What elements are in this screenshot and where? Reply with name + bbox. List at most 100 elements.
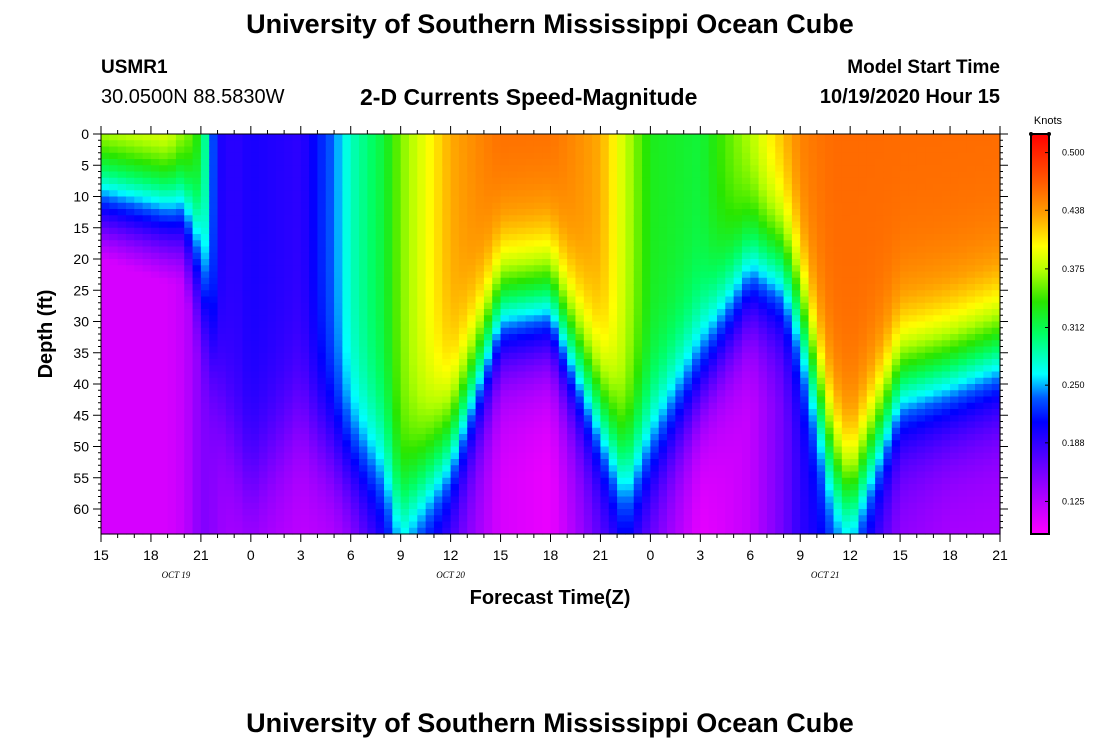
heatmap-cell [650,527,660,535]
heatmap-cell [209,234,219,241]
heatmap-cell [658,177,668,185]
heatmap-cell [533,440,543,448]
heatmap-cell [234,515,244,523]
heatmap-cell [125,202,135,210]
heatmap-cell [192,340,202,348]
heatmap-cell [375,490,385,498]
heatmap-cell [342,209,352,216]
heatmap-cell [533,159,543,166]
heatmap-cell [683,402,693,410]
heatmap-cell [408,359,418,366]
heatmap-cell [575,309,585,316]
heatmap-cell [583,271,593,279]
heatmap-cell [325,159,335,166]
heatmap-cell [741,346,751,354]
heatmap-cell [425,140,435,148]
heatmap-cell [425,177,435,185]
heatmap-cell [433,490,443,498]
heatmap-cell [458,465,468,473]
heatmap-cell [741,409,751,416]
heatmap-cell [275,502,285,510]
heatmap-cell [450,327,460,335]
heatmap-cell [375,515,385,523]
heatmap-cell [608,177,618,185]
heatmap-cell [625,334,635,341]
heatmap-cell [384,340,393,348]
heatmap-cell [200,240,210,248]
heatmap-cell [567,371,577,379]
heatmap-cell [142,371,152,379]
heatmap-cell [733,209,743,216]
heatmap-cell [716,409,726,416]
heatmap-cell [525,477,535,485]
heatmap-cell [259,177,269,185]
heatmap-cell [259,227,269,235]
heatmap-cell [359,215,368,223]
heatmap-cell [175,259,185,266]
heatmap-cell [101,446,110,454]
heatmap-cell [117,465,127,473]
heatmap-cell [525,234,535,241]
heatmap-cell [192,459,202,466]
heatmap-cell [542,509,552,516]
heatmap-cell [408,240,418,248]
heatmap-cell [525,390,535,398]
heatmap-cell [142,302,152,310]
heatmap-cell [250,484,260,491]
heatmap-cell [142,140,152,148]
heatmap-cell [225,346,235,354]
heatmap-cell [334,459,343,466]
heatmap-cell [675,146,685,154]
heatmap-cell [400,502,410,510]
heatmap-cell [708,471,718,479]
heatmap-cell [550,177,560,185]
heatmap-cell [334,221,343,229]
heatmap-cell [733,490,743,498]
heatmap-cell [708,365,718,373]
heatmap-cell [600,515,610,523]
heatmap-cell [192,465,202,473]
heatmap-cell [142,265,152,273]
heatmap-cell [592,365,602,373]
heatmap-cell [617,221,627,229]
heatmap-cell [583,440,593,448]
heatmap-cell [458,490,468,498]
heatmap-cell [642,402,651,410]
heatmap-cell [400,402,410,410]
heatmap-cell [109,390,119,398]
heatmap-cell [608,271,618,279]
heatmap-cell [483,134,493,141]
heatmap-cell [617,490,627,498]
heatmap-cell [167,221,177,229]
heatmap-cell [109,252,119,260]
heatmap-cell [125,134,135,141]
heatmap-cell [150,215,160,223]
heatmap-cell [625,327,635,335]
heatmap-cell [667,384,676,391]
heatmap-cell [517,246,527,254]
heatmap-cell [400,321,410,329]
heatmap-cell [292,352,302,360]
heatmap-cell [325,402,335,410]
heatmap-cell [284,221,294,229]
heatmap-cell [150,384,160,391]
heatmap-cell [442,134,452,141]
heatmap-cell [525,240,535,248]
heatmap-cell [225,471,235,479]
heatmap-cell [225,371,235,379]
heatmap-cell [592,459,602,466]
heatmap-cell [533,246,543,254]
heatmap-cell [533,421,543,429]
heatmap-cell [325,440,335,448]
heatmap-cell [408,290,418,298]
heatmap-cell [267,246,277,254]
heatmap-cell [392,321,402,329]
heatmap-cell [567,215,577,223]
heatmap-cell [359,340,368,348]
heatmap-cell [142,409,152,416]
heatmap-cell [617,327,627,335]
heatmap-cell [458,252,468,260]
heatmap-cell [300,171,310,179]
heatmap-cell [617,521,627,529]
heatmap-cell [192,252,202,260]
